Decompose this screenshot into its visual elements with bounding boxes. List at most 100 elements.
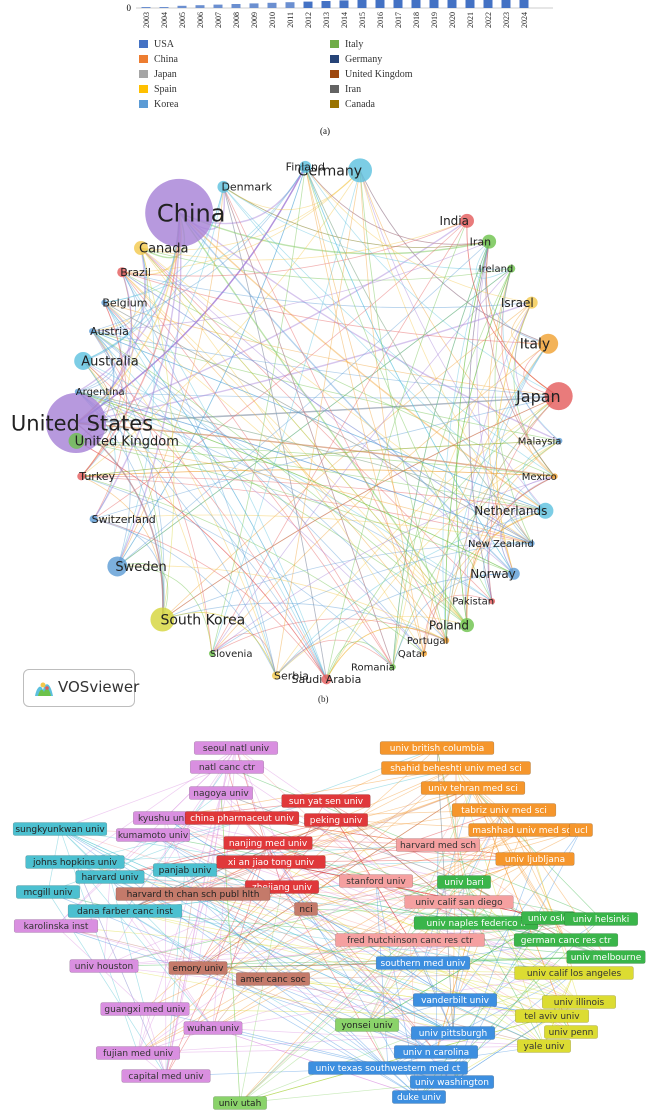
institution-node[interactable]: duke univ xyxy=(392,1090,446,1104)
institution-node[interactable]: tel aviv univ xyxy=(514,1009,590,1023)
institution-node[interactable]: univ helsinki xyxy=(563,912,639,926)
institution-node[interactable]: univ texas southwestern med ct xyxy=(308,1061,468,1075)
country-node[interactable]: Canada xyxy=(134,241,188,257)
country-node[interactable]: China xyxy=(145,178,225,247)
country-node[interactable]: Brazil xyxy=(117,266,151,279)
country-node[interactable]: South Korea xyxy=(150,607,245,632)
institution-node[interactable]: nagoya univ xyxy=(189,786,253,800)
institution-node[interactable]: karolinska inst xyxy=(13,919,99,933)
institution-node[interactable]: harvard univ xyxy=(75,870,145,884)
institution-node[interactable]: fujian med univ xyxy=(95,1046,181,1060)
institution-node[interactable]: natl canc ctr xyxy=(189,760,265,774)
country-node[interactable]: Poland xyxy=(429,618,474,632)
institution-node[interactable]: yonsei univ xyxy=(335,1018,399,1032)
country-node[interactable]: Netherlands xyxy=(474,502,554,519)
institution-node[interactable]: harvard med sch xyxy=(395,838,481,852)
institution-node[interactable]: amer canc soc xyxy=(235,972,311,986)
country-node[interactable]: Slovenia xyxy=(208,649,253,660)
country-link xyxy=(122,271,555,477)
institution-node[interactable]: guangxi med univ xyxy=(100,1002,190,1016)
country-node[interactable]: Romania xyxy=(351,662,396,673)
institution-node[interactable]: dana farber canc inst xyxy=(67,904,183,918)
institution-node[interactable]: sungkyunkwan univ xyxy=(12,822,108,836)
institution-link xyxy=(184,869,389,1069)
country-node[interactable]: Sweden xyxy=(107,556,167,577)
institution-node[interactable]: stanford univ xyxy=(338,874,414,888)
institution-node[interactable]: wuhan univ xyxy=(183,1021,243,1035)
institution-node[interactable]: univ calif los angeles xyxy=(514,966,634,980)
country-node[interactable]: Pakistan xyxy=(452,597,496,608)
institution-node[interactable]: johns hopkins univ xyxy=(25,855,125,869)
institution-node[interactable]: emory univ xyxy=(168,961,228,975)
country-node[interactable]: Norway xyxy=(470,567,520,581)
institution-node[interactable]: sun yat sen univ xyxy=(281,794,371,808)
country-node[interactable]: Ireland xyxy=(479,264,516,275)
institution-node[interactable]: nci xyxy=(294,902,318,916)
country-node[interactable]: Mexico xyxy=(522,472,558,483)
institution-node[interactable]: univ illinois xyxy=(541,995,617,1009)
country-node[interactable]: Finland xyxy=(286,161,325,174)
country-node[interactable]: India xyxy=(440,213,474,228)
country-node[interactable]: United Kingdom xyxy=(68,432,179,450)
institution-node[interactable]: mcgill univ xyxy=(16,885,80,899)
country-node[interactable]: Turkey xyxy=(77,470,116,483)
country-node[interactable]: Japan xyxy=(515,382,573,411)
institution-node[interactable]: china pharmaceut univ xyxy=(184,811,300,825)
country-link xyxy=(223,186,490,248)
country-node[interactable]: Qatar xyxy=(398,649,428,660)
country-node[interactable]: Belgium xyxy=(101,296,147,309)
institution-node[interactable]: mashhad univ med sci xyxy=(468,823,578,837)
institution-node[interactable]: german canc res ctr xyxy=(513,933,619,947)
country-node[interactable]: Germany xyxy=(298,158,373,183)
country-link xyxy=(82,360,327,680)
country-node[interactable]: Portugal xyxy=(407,636,450,647)
institution-node[interactable]: univ penn xyxy=(544,1025,598,1039)
institution-node[interactable]: univ british columbia xyxy=(379,741,495,755)
institution-node[interactable]: panjab univ xyxy=(153,863,217,877)
institution-node[interactable]: univ calif san diego xyxy=(404,895,514,909)
institution-node[interactable]: univ bari xyxy=(437,875,491,889)
institution-node[interactable]: seoul natl univ xyxy=(193,741,279,755)
country-node[interactable]: Argentina xyxy=(74,387,125,398)
country-link xyxy=(456,241,490,626)
institution-node[interactable]: univ melbourne xyxy=(566,950,646,964)
institution-node[interactable]: univ ljubljana xyxy=(495,852,575,866)
country-node[interactable]: Iran xyxy=(470,234,497,249)
country-node[interactable]: Serbia xyxy=(271,669,309,682)
institution-node[interactable]: univ houston xyxy=(69,959,139,973)
institution-node[interactable]: ucl xyxy=(569,823,593,837)
country-node[interactable]: Australia xyxy=(74,351,139,370)
institution-node[interactable]: univ utah xyxy=(213,1096,267,1110)
country-node[interactable]: United States xyxy=(11,393,153,453)
institution-node[interactable]: peking univ xyxy=(304,813,368,827)
institution-node[interactable]: southern med univ xyxy=(375,956,471,970)
country-node[interactable]: Denmark xyxy=(217,181,273,194)
institution-node[interactable]: yale univ xyxy=(517,1039,571,1053)
institution-node[interactable]: capital med univ xyxy=(121,1069,211,1083)
institution-node[interactable]: univ n carolina xyxy=(393,1045,479,1059)
institution-node[interactable]: harvard th chan sch publ hlth xyxy=(115,887,271,901)
institution-node[interactable]: univ washington xyxy=(409,1075,495,1089)
institution-node[interactable]: fred hutchinson canc res ctr xyxy=(335,933,485,947)
institution-node[interactable]: nanjing med univ xyxy=(223,836,313,850)
country-node[interactable]: Malaysia xyxy=(518,436,563,447)
country-node[interactable]: Italy xyxy=(520,333,559,354)
country-link xyxy=(178,212,515,575)
country-link xyxy=(304,166,515,575)
vosviewer-logo-icon xyxy=(35,682,53,696)
country-link xyxy=(178,212,560,442)
country-node[interactable]: Israel xyxy=(501,296,538,310)
country-node[interactable]: Saudi Arabia xyxy=(292,673,362,686)
institution-node[interactable]: univ pittsburgh xyxy=(410,1026,496,1040)
institution-node[interactable]: xi an jiao tong univ xyxy=(216,855,326,869)
institution-node[interactable]: kumamoto univ xyxy=(115,828,191,842)
institution-node[interactable]: vanderbilt univ xyxy=(412,993,498,1007)
institution-node[interactable]: shahid beheshti univ med sci xyxy=(381,761,531,775)
institution-node[interactable]: tabriz univ med sci xyxy=(451,803,557,817)
x-tick-label: 2004 xyxy=(160,12,169,28)
country-node[interactable]: Switzerland xyxy=(89,513,156,526)
institution-node[interactable]: univ naples federico ii xyxy=(413,916,539,930)
country-node[interactable]: New Zealand xyxy=(468,539,535,550)
institution-node[interactable]: univ tehran med sci xyxy=(420,781,526,795)
country-node[interactable]: Austria xyxy=(89,325,129,338)
